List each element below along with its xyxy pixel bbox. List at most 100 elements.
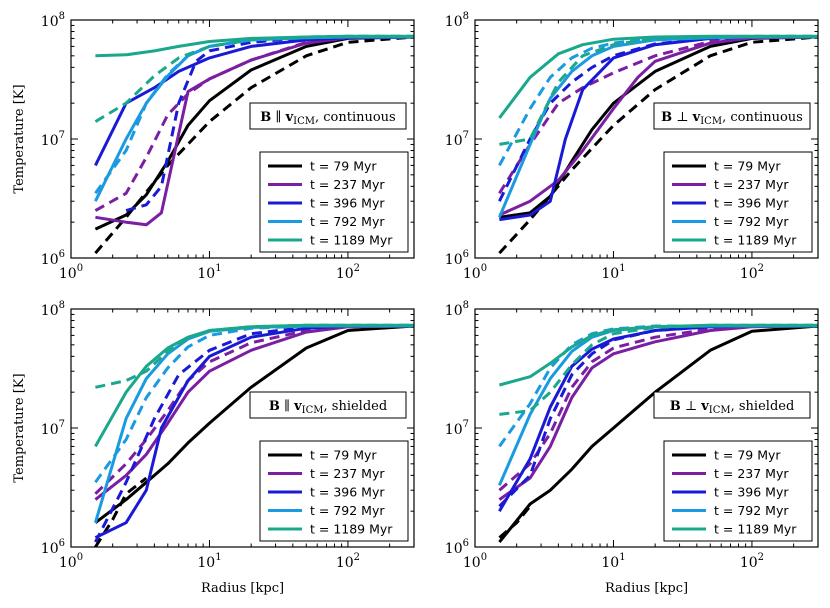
series-group bbox=[498, 34, 818, 255]
y-tick-label-base: 10 bbox=[445, 541, 463, 557]
x-tick-label-base: 10 bbox=[336, 266, 354, 282]
series-group bbox=[93, 323, 414, 547]
x-tick-label-exp: 0 bbox=[77, 552, 83, 563]
annotation-part: , shielded bbox=[324, 399, 388, 414]
y-tick-label: 108 bbox=[41, 11, 65, 30]
x-tick-label-exp: 1 bbox=[215, 263, 221, 274]
annotation-part: ICM bbox=[302, 405, 324, 416]
series-line-9 bbox=[499, 323, 818, 416]
plot-frame bbox=[70, 308, 415, 548]
series-line-7 bbox=[498, 35, 818, 167]
x-tick-label-base: 10 bbox=[197, 266, 215, 282]
plot-frame bbox=[474, 308, 819, 548]
annotation-part: B bbox=[269, 399, 280, 414]
x-tick-label: 100 bbox=[463, 552, 487, 571]
annotation-text: B ⊥ vICM, continuous bbox=[661, 110, 803, 127]
y-tick-label-base: 10 bbox=[445, 422, 463, 438]
annotation-part: ⊥ bbox=[681, 399, 702, 414]
x-tick-label: 102 bbox=[740, 552, 764, 571]
series-line-1 bbox=[498, 505, 532, 539]
x-tick-label: 102 bbox=[740, 263, 764, 282]
y-tick-label-exp: 6 bbox=[59, 249, 65, 260]
x-tick-label-base: 10 bbox=[463, 555, 481, 571]
legend-label: t = 79 Myr bbox=[310, 448, 377, 463]
y-tick-label: 108 bbox=[445, 11, 469, 30]
legend-label: t = 79 Myr bbox=[310, 159, 377, 174]
annotation-part: v bbox=[692, 110, 701, 125]
x-tick-label-base: 10 bbox=[59, 266, 77, 282]
y-tick-label: 108 bbox=[445, 300, 469, 319]
y-tick-label-base: 10 bbox=[445, 133, 463, 149]
x-tick-label-base: 10 bbox=[601, 555, 619, 571]
annotation-text: B ∥ vICM, shielded bbox=[269, 399, 387, 416]
x-tick-label-exp: 2 bbox=[758, 552, 764, 563]
legend-label: t = 1189 Myr bbox=[310, 233, 393, 248]
y-tick-label-base: 10 bbox=[41, 14, 59, 30]
x-tick-label-exp: 2 bbox=[354, 552, 360, 563]
annotation-part: v bbox=[293, 399, 302, 414]
x-tick-label-exp: 2 bbox=[354, 263, 360, 274]
x-tick-label-base: 10 bbox=[336, 555, 354, 571]
x-tick-label: 101 bbox=[601, 263, 625, 282]
series-line-9 bbox=[95, 323, 414, 389]
x-tick-label-exp: 1 bbox=[215, 552, 221, 563]
annotation-text: B ⊥ vICM, shielded bbox=[670, 399, 795, 416]
x-tick-label: 100 bbox=[59, 263, 83, 282]
x-axis-label: Radius [kpc] bbox=[605, 581, 688, 596]
y-tick-label-base: 10 bbox=[41, 252, 59, 268]
legend-label: t = 237 Myr bbox=[310, 177, 385, 192]
y-tick-label-base: 10 bbox=[445, 14, 463, 30]
legend-label: t = 396 Myr bbox=[310, 196, 385, 211]
x-tick-label-exp: 1 bbox=[619, 552, 625, 563]
legend-label: t = 79 Myr bbox=[714, 448, 781, 463]
x-axis-label: Radius [kpc] bbox=[201, 581, 284, 596]
y-tick-label: 108 bbox=[41, 300, 65, 319]
annotation-part: ∥ bbox=[271, 110, 285, 125]
annotation-part: , continuous bbox=[722, 110, 803, 125]
x-tick-label: 102 bbox=[336, 552, 360, 571]
x-tick-label: 100 bbox=[59, 552, 83, 571]
legend-label: t = 1189 Myr bbox=[714, 233, 797, 248]
legend-label: t = 1189 Myr bbox=[310, 522, 393, 537]
x-tick-label-exp: 1 bbox=[619, 263, 625, 274]
series-line-2 bbox=[94, 324, 414, 501]
series-line-0 bbox=[94, 324, 414, 524]
legend-label: t = 792 Myr bbox=[714, 503, 789, 518]
annotation-part: ∥ bbox=[280, 399, 294, 414]
y-tick-label-base: 10 bbox=[41, 303, 59, 319]
y-tick-label-exp: 8 bbox=[463, 300, 469, 311]
y-tick-label-exp: 8 bbox=[59, 300, 65, 311]
y-tick-label-exp: 7 bbox=[463, 130, 469, 141]
x-tick-label-base: 10 bbox=[463, 266, 481, 282]
annotation-part: B bbox=[260, 110, 271, 125]
annotation-part: , continuous bbox=[315, 110, 396, 125]
x-tick-label: 102 bbox=[336, 263, 360, 282]
y-tick-label-exp: 7 bbox=[59, 130, 65, 141]
x-tick-label-exp: 0 bbox=[481, 552, 487, 563]
y-tick-label: 106 bbox=[445, 538, 469, 557]
y-tick-label: 106 bbox=[41, 538, 65, 557]
annotation-part: v bbox=[700, 399, 709, 414]
x-tick-label-base: 10 bbox=[197, 555, 215, 571]
annotation-part: v bbox=[285, 110, 294, 125]
series-line-0 bbox=[94, 35, 414, 231]
x-tick-label-base: 10 bbox=[740, 555, 758, 571]
annotation-text: B ∥ vICM, continuous bbox=[260, 110, 395, 127]
y-axis-label: Temperature [K] bbox=[12, 373, 27, 482]
annotation-part: ICM bbox=[700, 116, 722, 127]
annotation-box bbox=[653, 391, 811, 419]
series-line-9 bbox=[94, 34, 414, 123]
legend-label: t = 792 Myr bbox=[310, 503, 385, 518]
legend-label: t = 396 Myr bbox=[310, 485, 385, 500]
legend-label: t = 237 Myr bbox=[714, 466, 789, 481]
y-tick-label-exp: 6 bbox=[463, 538, 469, 549]
series-line-9 bbox=[499, 34, 818, 146]
series-line-0 bbox=[499, 35, 818, 219]
legend-label: t = 1189 Myr bbox=[714, 522, 797, 537]
y-tick-label-base: 10 bbox=[445, 252, 463, 268]
annotation-part: ICM bbox=[709, 405, 731, 416]
